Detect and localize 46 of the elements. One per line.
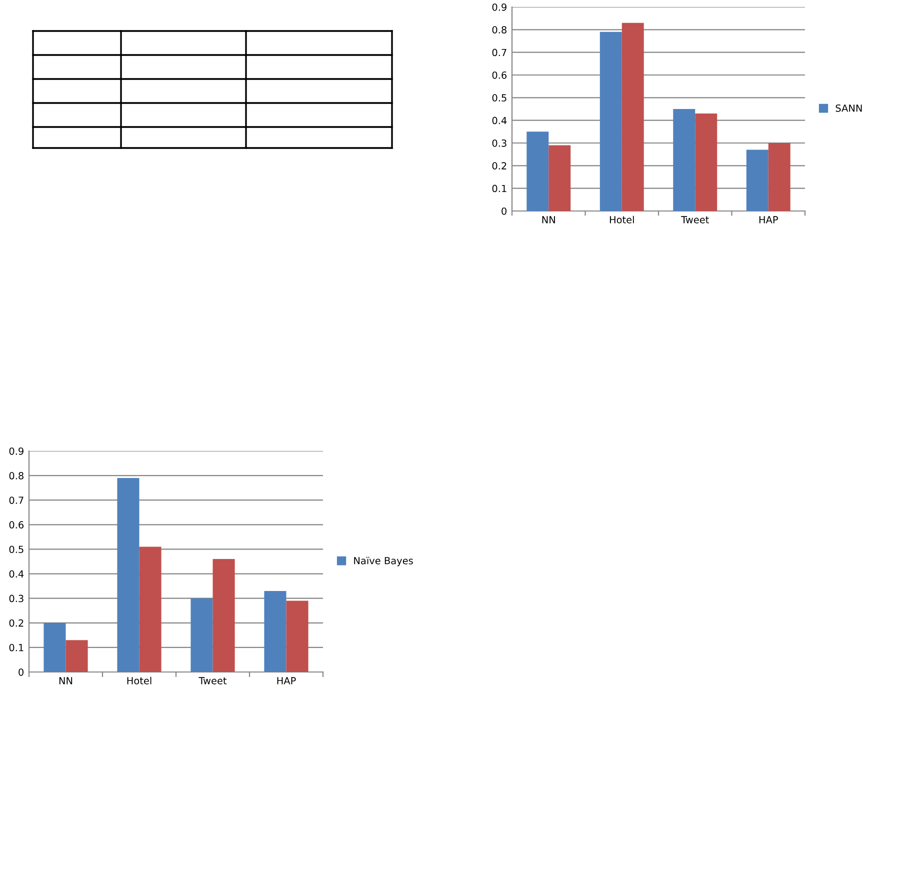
bar bbox=[286, 600, 308, 672]
x-tick-label: HAP bbox=[277, 677, 296, 684]
y-tick-label: 0.9 bbox=[492, 3, 506, 11]
y-tick-label: 0.2 bbox=[492, 162, 506, 170]
bar bbox=[117, 478, 140, 672]
y-tick-label: 0.8 bbox=[9, 472, 24, 480]
y-tick-label: 0.4 bbox=[492, 116, 507, 124]
x-tick-label: Tweet bbox=[198, 677, 227, 684]
y-tick-label: 0.1 bbox=[492, 184, 506, 192]
bar bbox=[746, 150, 768, 211]
bar bbox=[526, 132, 549, 211]
y-tick-label: 0 bbox=[502, 207, 506, 215]
bar bbox=[44, 622, 66, 672]
x-tick-label: Hotel bbox=[127, 676, 152, 684]
legend-label: SANN bbox=[836, 104, 862, 112]
bar bbox=[768, 143, 790, 211]
y-tick-label: 0.7 bbox=[9, 496, 24, 504]
bar bbox=[264, 590, 286, 672]
bar bbox=[673, 109, 696, 211]
bar bbox=[548, 145, 571, 211]
x-tick-label: NN bbox=[59, 677, 72, 684]
y-tick-label: 0.1 bbox=[9, 644, 24, 652]
y-tick-label: 0.3 bbox=[9, 594, 24, 602]
y-tick-label: 0.5 bbox=[9, 546, 24, 554]
y-tick-label: 0.3 bbox=[492, 139, 506, 147]
bar bbox=[139, 546, 162, 672]
y-tick-label: 0.4 bbox=[9, 570, 24, 578]
y-tick-label: 0.9 bbox=[9, 447, 24, 455]
x-tick-label: Hotel bbox=[610, 216, 634, 224]
bar bbox=[622, 22, 644, 211]
legend-label: Naïve Bayes bbox=[354, 556, 413, 566]
y-tick-label: 0.7 bbox=[492, 48, 506, 56]
y-tick-label: 0.8 bbox=[492, 26, 506, 34]
x-tick-label: Tweet bbox=[681, 216, 709, 224]
y-tick-label: 0.5 bbox=[492, 94, 506, 102]
y-tick-label: 0.2 bbox=[9, 619, 24, 627]
bar bbox=[212, 559, 235, 672]
bar bbox=[600, 32, 622, 211]
y-tick-label: 0.6 bbox=[9, 521, 24, 528]
y-tick-label: 0.6 bbox=[492, 71, 507, 79]
bar bbox=[190, 598, 213, 672]
y-tick-label: 0 bbox=[18, 668, 24, 676]
x-tick-label: NN bbox=[542, 216, 555, 224]
bar bbox=[695, 114, 718, 211]
bar bbox=[66, 640, 88, 672]
x-tick-label: HAP bbox=[759, 216, 778, 224]
